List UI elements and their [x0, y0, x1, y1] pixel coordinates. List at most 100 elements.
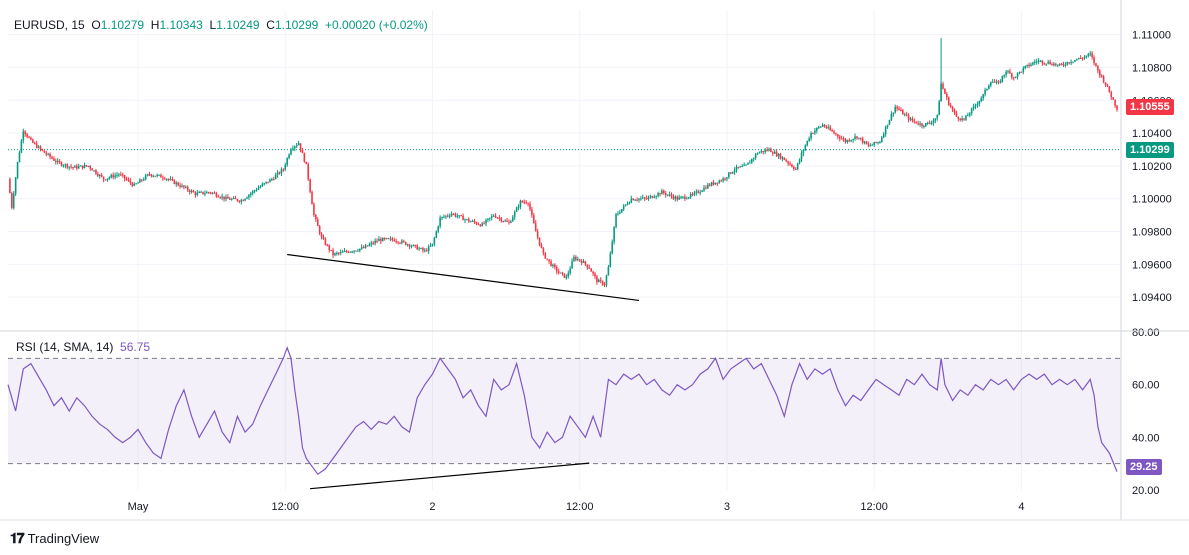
candle-body: [615, 214, 617, 227]
candle-body: [915, 121, 918, 124]
candle-body: [253, 190, 256, 192]
rsi-current-value: 56.75: [120, 340, 151, 354]
candle-body: [217, 196, 220, 198]
candle-body: [167, 178, 170, 180]
candle-body: [636, 199, 638, 201]
candle-body: [770, 148, 772, 153]
candle-body: [663, 190, 665, 194]
candle-body: [135, 183, 137, 185]
candle-body: [726, 177, 728, 179]
brand[interactable]: 𝟏𝟕 TradingView: [10, 530, 99, 547]
candle-body: [693, 192, 696, 195]
candle-body: [1068, 62, 1070, 64]
candle-body: [269, 179, 271, 183]
candle-body: [745, 164, 747, 166]
candle-body: [45, 152, 48, 155]
candle-body: [204, 193, 206, 195]
symbol-label[interactable]: EURUSD: [14, 18, 65, 32]
candle-body: [420, 248, 422, 250]
candle-body: [129, 180, 132, 183]
candle-body: [825, 126, 828, 128]
candle-body: [324, 239, 327, 245]
interval-label[interactable]: 15: [71, 18, 85, 32]
candle-body: [355, 250, 357, 252]
change-value: +0.00020 (+0.02%): [325, 18, 428, 32]
candle-body: [372, 242, 375, 244]
candle-body: [728, 172, 730, 178]
candle-body: [1095, 63, 1097, 66]
candle-body: [598, 279, 600, 283]
candle-body: [697, 191, 700, 193]
candle-body: [213, 192, 216, 194]
rsi-legend[interactable]: RSI (14, SMA, 14) 56.75: [16, 340, 150, 354]
candle-body: [672, 196, 675, 199]
candle-body: [223, 196, 225, 200]
candle-body: [980, 98, 983, 102]
candle-body: [186, 186, 189, 191]
candle-body: [1014, 76, 1017, 78]
candle-body: [177, 182, 179, 186]
candle-body: [842, 138, 845, 140]
candle-body: [412, 244, 415, 247]
candle-body: [68, 166, 70, 168]
candle-body: [942, 83, 944, 89]
price-tick-label: 1.09600: [1132, 259, 1172, 271]
rsi-line: [7, 346, 1118, 476]
candle-body: [1005, 71, 1007, 75]
candle-body: [666, 194, 669, 196]
candle-body: [837, 134, 839, 137]
candle-body: [567, 273, 570, 277]
candle-body: [466, 219, 468, 221]
candle-body: [705, 187, 707, 189]
candle-body: [81, 165, 84, 169]
candle-body: [402, 240, 405, 242]
candle-body: [313, 204, 315, 215]
candle-body: [812, 132, 814, 134]
candle-body: [965, 115, 967, 120]
candle-body: [1053, 63, 1055, 66]
candle-body: [752, 157, 755, 160]
candle-body: [802, 149, 805, 154]
candle-body: [718, 180, 721, 184]
brand-name: TradingView: [27, 531, 100, 546]
candle-body: [638, 198, 640, 200]
candle-body: [125, 178, 128, 180]
candle-body: [643, 197, 646, 199]
candle-body: [1058, 64, 1061, 66]
candle-body: [590, 268, 592, 272]
candle-body: [190, 190, 193, 193]
low-label: L: [209, 18, 217, 32]
candle-body: [305, 161, 308, 165]
candle-body: [209, 192, 212, 194]
candle-body: [647, 197, 650, 199]
candle-body: [653, 197, 656, 199]
candle-body: [207, 192, 210, 194]
price-tick-label: 1.09800: [1132, 227, 1172, 239]
candle-body: [1062, 64, 1065, 66]
candle-body: [1033, 61, 1036, 63]
candle-body: [695, 191, 698, 193]
candle-body: [139, 179, 141, 183]
candle-body: [487, 218, 489, 220]
candle-body: [450, 213, 453, 216]
rsi-value-badge: 29.25: [1126, 459, 1162, 475]
candle-body: [729, 172, 732, 174]
candle-body: [106, 178, 109, 180]
candle-body: [967, 115, 969, 117]
candle-body: [387, 238, 390, 240]
candle-body: [404, 241, 407, 245]
candle-body: [290, 149, 292, 155]
candle-body: [439, 217, 441, 227]
candle-body: [425, 250, 428, 252]
candle-body: [464, 219, 466, 221]
candle-body: [1091, 53, 1093, 58]
candle-body: [500, 218, 503, 222]
candle-body: [988, 85, 990, 89]
candle-body: [1022, 68, 1025, 72]
candle-body: [230, 198, 233, 200]
candle-body: [879, 142, 881, 144]
candle-body: [586, 264, 589, 268]
candle-body: [158, 174, 160, 176]
candle-body: [102, 176, 105, 180]
